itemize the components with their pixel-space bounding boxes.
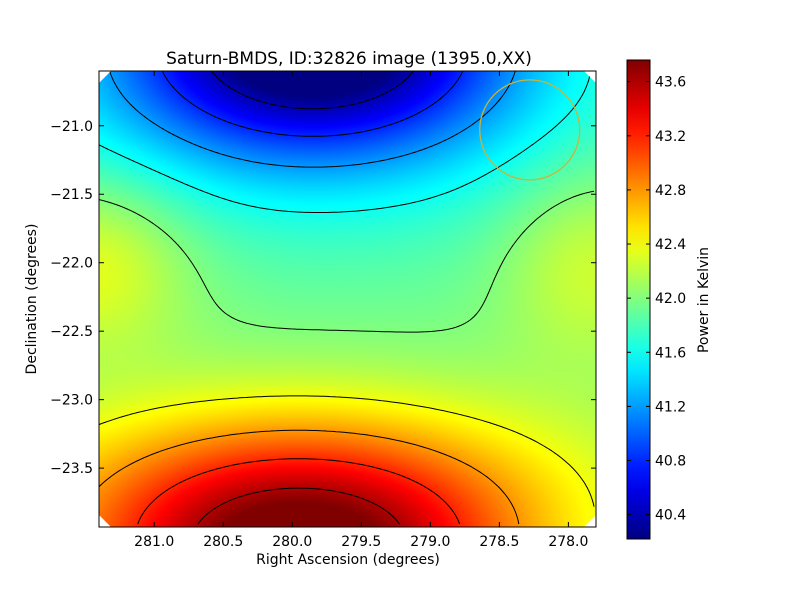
colorbar-tick-label: 40.8 (655, 454, 686, 470)
y-tick-label: −23.0 (50, 393, 93, 409)
y-axis-ticks: −21.0 −21.5 −22.0 −22.5 −23.0 −23.5 (50, 119, 596, 477)
plot-frame (98, 70, 597, 528)
y-tick-label: −21.0 (50, 119, 93, 135)
x-tick-label: 279.0 (410, 534, 450, 550)
contour-line-1 (161, 71, 464, 137)
contour-line-0 (211, 71, 414, 110)
contour-line-7 (137, 458, 461, 525)
beam-circle (479, 79, 581, 181)
x-axis-label: Right Ascension (degrees) (256, 552, 440, 568)
x-tick-label: 280.0 (272, 534, 312, 550)
colorbar-tick-label: 42.8 (655, 183, 686, 199)
x-tick-label: 279.5 (341, 534, 381, 550)
colorbar-tick-label: 43.2 (655, 129, 686, 145)
x-axis-ticks: 281.0 280.5 280.0 279.5 279.0 278.5 278.0 (134, 71, 588, 550)
y-axis-label: Declination (degrees) (24, 224, 40, 375)
contour-line-4 (99, 190, 595, 333)
heatmap-image (99, 71, 596, 527)
contour-line-6 (99, 429, 520, 525)
x-tick-label: 278.0 (548, 534, 588, 550)
colorbar-tick-label: 43.6 (655, 75, 686, 91)
colorbar: 40.4 40.8 41.2 41.6 42.0 42.4 42.8 43.2 43.6 (626, 59, 686, 540)
x-tick-label: 280.5 (203, 534, 243, 550)
colorbar-tick-label: 42.4 (655, 237, 686, 253)
contour-line-5 (99, 395, 595, 507)
colorbar-label: Power in Kelvin (696, 247, 712, 353)
y-tick-label: −23.5 (50, 461, 93, 477)
colorbar-tick-label: 41.6 (655, 345, 686, 361)
y-tick-label: −21.5 (50, 187, 93, 203)
y-tick-label: −22.5 (50, 324, 93, 340)
x-tick-label: 281.0 (134, 534, 174, 550)
colorbar-tick-label: 40.4 (655, 508, 686, 524)
y-tick-label: −22.0 (50, 256, 93, 272)
contour-line-8 (197, 487, 400, 525)
heatmap-plot-area: 281.0 280.5 280.0 279.5 279.0 278.5 278.0 −21.… (50, 70, 597, 550)
chart-title: Saturn-BMDS, ID:32826 image (1395.0,XX) (166, 49, 532, 69)
colorbar-gradient (626, 59, 651, 540)
colorbar-tick-label: 42.0 (655, 291, 686, 307)
colorbar-tick-label: 41.2 (655, 399, 686, 415)
colorbar-ticks: 40.4 40.8 41.2 41.6 42.0 42.4 42.8 43.2 43.6 (627, 75, 686, 524)
contour-lines (99, 71, 595, 525)
x-tick-label: 278.5 (479, 534, 519, 550)
contour-line-2 (109, 71, 516, 168)
